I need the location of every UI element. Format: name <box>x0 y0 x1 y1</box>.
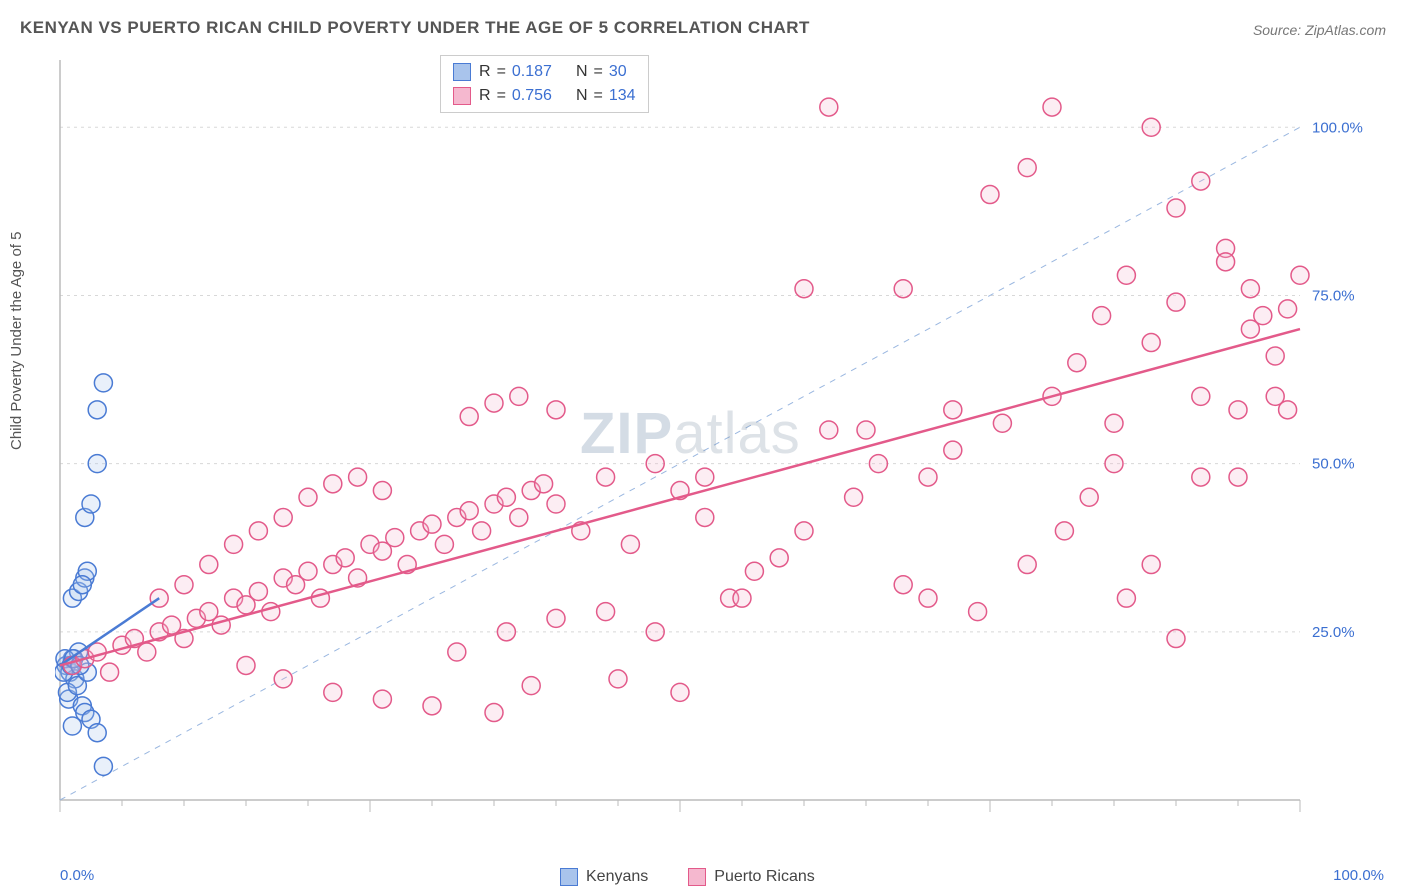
r-label: R <box>479 84 491 108</box>
swatch-pr <box>453 87 471 105</box>
chart-title: KENYAN VS PUERTO RICAN CHILD POVERTY UND… <box>20 18 810 38</box>
n-value-pr: 134 <box>609 84 636 108</box>
correlation-legend: R = 0.187 N = 30 R = 0.756 N = 134 <box>440 55 649 113</box>
plot-area: 25.0% 50.0% 75.0% 100.0% <box>55 50 1385 830</box>
eq: = <box>497 60 506 84</box>
eq: = <box>594 60 603 84</box>
eq: = <box>594 84 603 108</box>
n-label: N <box>576 60 588 84</box>
svg-text:50.0%: 50.0% <box>1312 456 1355 473</box>
r-label: R <box>479 60 491 84</box>
legend-label-kenyans: Kenyans <box>586 868 648 886</box>
x-axis-min-label: 0.0% <box>60 867 94 884</box>
legend-label-pr: Puerto Ricans <box>714 868 815 886</box>
r-value-kenyans: 0.187 <box>512 60 552 84</box>
y-axis-label: Child Poverty Under the Age of 5 <box>8 232 25 450</box>
corr-row-pr: R = 0.756 N = 134 <box>453 84 636 108</box>
legend-item-kenyans: Kenyans <box>560 868 648 886</box>
svg-text:75.0%: 75.0% <box>1312 287 1355 304</box>
x-axis-max-label: 100.0% <box>1333 867 1384 884</box>
svg-text:25.0%: 25.0% <box>1312 624 1355 641</box>
bottom-legend: Kenyans Puerto Ricans <box>560 868 815 886</box>
svg-text:100.0%: 100.0% <box>1312 119 1363 136</box>
swatch-kenyans <box>453 63 471 81</box>
corr-row-kenyans: R = 0.187 N = 30 <box>453 60 636 84</box>
source-label: Source: ZipAtlas.com <box>1253 22 1386 38</box>
legend-item-pr: Puerto Ricans <box>688 868 815 886</box>
swatch-pr-bottom <box>688 868 706 886</box>
r-value-pr: 0.756 <box>512 84 552 108</box>
n-label: N <box>576 84 588 108</box>
scatter-chart: 25.0% 50.0% 75.0% 100.0% <box>55 50 1385 830</box>
eq: = <box>497 84 506 108</box>
swatch-kenyans-bottom <box>560 868 578 886</box>
n-value-kenyans: 30 <box>609 60 627 84</box>
